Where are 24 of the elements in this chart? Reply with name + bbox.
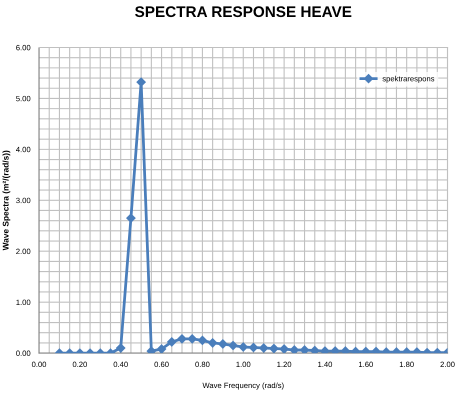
point [259, 343, 268, 353]
point [290, 345, 299, 354]
y-axis-title: Wave Spectra (m²/(rad/s)) [2, 150, 10, 250]
point [126, 214, 136, 223]
chart-title: SPECTRA RESPONSE HEAVE [135, 6, 352, 18]
point [177, 334, 187, 344]
point [218, 339, 228, 349]
point [340, 346, 350, 354]
point [167, 337, 176, 347]
point [330, 346, 340, 354]
point [248, 342, 258, 352]
point [116, 343, 126, 353]
point [279, 344, 289, 354]
point [198, 336, 208, 346]
point [320, 346, 330, 354]
point [208, 338, 218, 348]
point [310, 346, 320, 354]
point [156, 344, 166, 354]
point [146, 346, 156, 354]
point [188, 334, 197, 344]
point [269, 344, 279, 354]
point [238, 342, 248, 352]
point [228, 340, 238, 350]
point [300, 345, 310, 354]
